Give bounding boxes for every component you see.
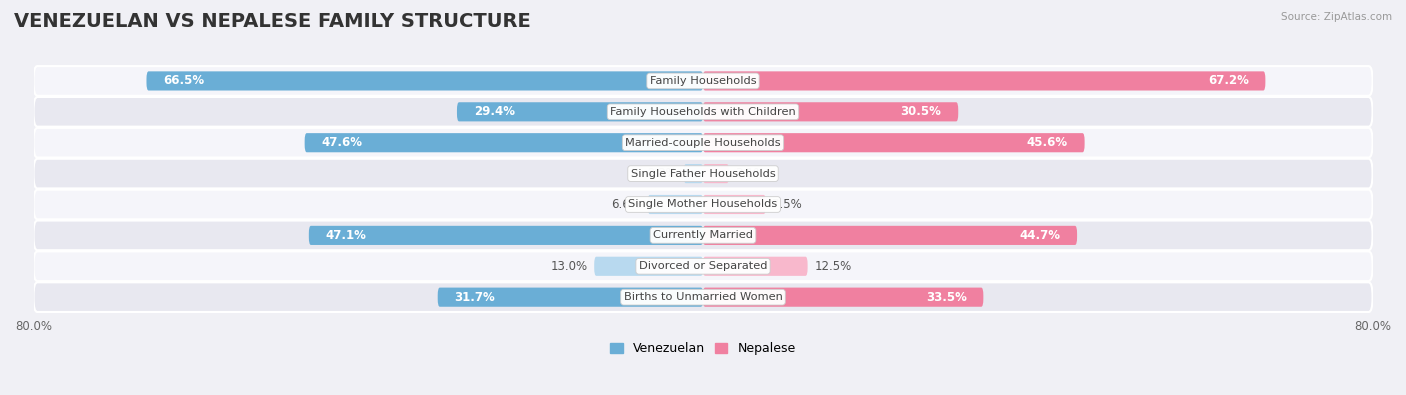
- Text: 45.6%: 45.6%: [1026, 136, 1069, 149]
- FancyBboxPatch shape: [34, 252, 1372, 281]
- FancyBboxPatch shape: [703, 71, 1265, 90]
- Text: Married-couple Households: Married-couple Households: [626, 138, 780, 148]
- Text: 29.4%: 29.4%: [474, 105, 515, 118]
- FancyBboxPatch shape: [683, 164, 703, 183]
- FancyBboxPatch shape: [703, 288, 983, 307]
- Text: 31.7%: 31.7%: [454, 291, 495, 304]
- Text: Single Father Households: Single Father Households: [631, 169, 775, 179]
- FancyBboxPatch shape: [34, 220, 1372, 250]
- Text: 3.1%: 3.1%: [735, 167, 765, 180]
- Text: Currently Married: Currently Married: [652, 230, 754, 241]
- Text: 33.5%: 33.5%: [925, 291, 966, 304]
- FancyBboxPatch shape: [703, 195, 766, 214]
- Text: 12.5%: 12.5%: [814, 260, 852, 273]
- FancyBboxPatch shape: [309, 226, 703, 245]
- Text: 67.2%: 67.2%: [1208, 74, 1249, 87]
- Text: 47.6%: 47.6%: [322, 136, 363, 149]
- Text: 13.0%: 13.0%: [550, 260, 588, 273]
- Text: Births to Unmarried Women: Births to Unmarried Women: [624, 292, 782, 302]
- Text: Source: ZipAtlas.com: Source: ZipAtlas.com: [1281, 12, 1392, 22]
- FancyBboxPatch shape: [34, 159, 1372, 188]
- Text: Family Households: Family Households: [650, 76, 756, 86]
- FancyBboxPatch shape: [146, 71, 703, 90]
- FancyBboxPatch shape: [437, 288, 703, 307]
- Text: 2.3%: 2.3%: [647, 167, 678, 180]
- Text: VENEZUELAN VS NEPALESE FAMILY STRUCTURE: VENEZUELAN VS NEPALESE FAMILY STRUCTURE: [14, 12, 531, 31]
- FancyBboxPatch shape: [648, 195, 703, 214]
- FancyBboxPatch shape: [34, 190, 1372, 219]
- FancyBboxPatch shape: [34, 97, 1372, 127]
- FancyBboxPatch shape: [595, 257, 703, 276]
- FancyBboxPatch shape: [305, 133, 703, 152]
- Legend: Venezuelan, Nepalese: Venezuelan, Nepalese: [610, 342, 796, 355]
- Text: 66.5%: 66.5%: [163, 74, 204, 87]
- Text: 7.5%: 7.5%: [772, 198, 803, 211]
- FancyBboxPatch shape: [34, 282, 1372, 312]
- FancyBboxPatch shape: [703, 164, 728, 183]
- Text: 44.7%: 44.7%: [1019, 229, 1060, 242]
- FancyBboxPatch shape: [457, 102, 703, 121]
- FancyBboxPatch shape: [34, 128, 1372, 158]
- Text: Single Mother Households: Single Mother Households: [628, 199, 778, 209]
- Text: Divorced or Separated: Divorced or Separated: [638, 261, 768, 271]
- Text: 30.5%: 30.5%: [901, 105, 942, 118]
- FancyBboxPatch shape: [34, 66, 1372, 96]
- FancyBboxPatch shape: [703, 257, 807, 276]
- Text: 47.1%: 47.1%: [326, 229, 367, 242]
- FancyBboxPatch shape: [703, 133, 1084, 152]
- Text: 6.6%: 6.6%: [612, 198, 641, 211]
- Text: Family Households with Children: Family Households with Children: [610, 107, 796, 117]
- FancyBboxPatch shape: [703, 102, 959, 121]
- FancyBboxPatch shape: [703, 226, 1077, 245]
